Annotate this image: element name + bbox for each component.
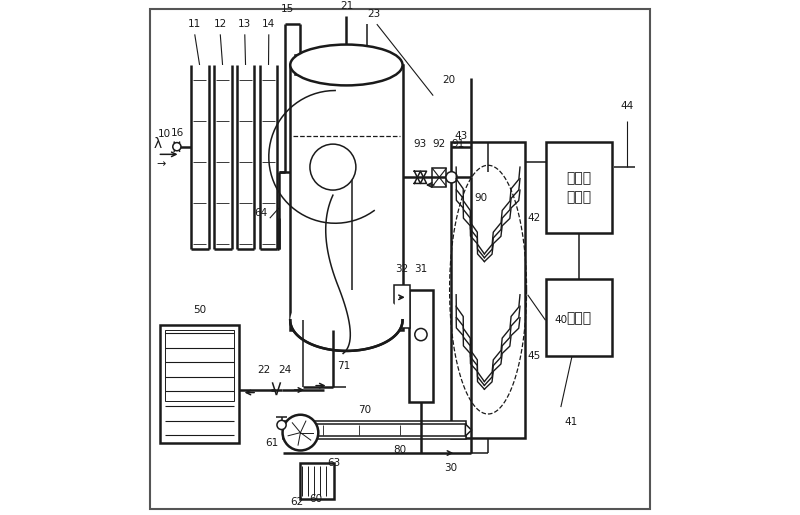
Circle shape	[446, 171, 457, 183]
Polygon shape	[466, 424, 471, 436]
Text: 61: 61	[266, 438, 279, 448]
Text: 40: 40	[554, 315, 567, 325]
Bar	[301, 464, 334, 499]
Text: →: →	[157, 160, 166, 169]
Circle shape	[310, 144, 356, 190]
Bar	[290, 65, 402, 331]
Text: 控制部: 控制部	[566, 311, 591, 325]
Bar	[394, 285, 410, 328]
Bar	[165, 331, 234, 401]
Text: 90: 90	[474, 193, 487, 203]
Text: 16: 16	[171, 128, 185, 138]
Bar	[282, 421, 466, 439]
Text: 50: 50	[193, 305, 206, 315]
Text: 12: 12	[214, 19, 227, 29]
Text: 11: 11	[188, 19, 202, 29]
Circle shape	[415, 329, 427, 341]
Text: 91: 91	[451, 139, 464, 149]
Text: 41: 41	[565, 417, 578, 427]
Text: 62: 62	[290, 496, 303, 507]
Bar	[295, 55, 308, 75]
Text: 43: 43	[454, 131, 468, 142]
Text: 10: 10	[158, 129, 170, 139]
Text: 70: 70	[358, 405, 371, 415]
Text: 21: 21	[340, 1, 353, 11]
Text: 22: 22	[257, 365, 270, 374]
Bar	[432, 168, 446, 186]
Text: 63: 63	[327, 458, 340, 468]
Text: 24: 24	[278, 365, 291, 374]
Text: 44: 44	[621, 101, 634, 111]
Text: 23: 23	[368, 9, 381, 19]
Bar	[160, 325, 239, 443]
Text: 13: 13	[238, 19, 251, 29]
Text: 14: 14	[262, 19, 275, 29]
Text: 20: 20	[442, 75, 455, 85]
Bar	[409, 289, 433, 402]
Text: 15: 15	[281, 4, 294, 14]
Bar	[546, 142, 612, 233]
Text: λ: λ	[154, 137, 162, 151]
Text: 42: 42	[528, 213, 541, 223]
Circle shape	[173, 143, 181, 151]
Ellipse shape	[290, 289, 402, 351]
Circle shape	[277, 420, 286, 430]
Text: 45: 45	[528, 351, 541, 361]
Text: 31: 31	[414, 264, 427, 274]
Text: 30: 30	[445, 464, 458, 473]
Text: 92: 92	[433, 139, 446, 149]
Text: 64: 64	[254, 208, 268, 218]
Bar	[451, 142, 525, 438]
Text: 80: 80	[394, 445, 406, 455]
Text: 93: 93	[414, 139, 427, 149]
Bar	[546, 280, 612, 356]
Circle shape	[282, 415, 318, 451]
Text: 超声波
振荡器: 超声波 振荡器	[566, 171, 591, 204]
Text: 32: 32	[395, 264, 409, 274]
Text: 60: 60	[309, 494, 322, 504]
Ellipse shape	[290, 45, 402, 85]
Text: 71: 71	[338, 361, 350, 371]
Polygon shape	[282, 424, 466, 436]
